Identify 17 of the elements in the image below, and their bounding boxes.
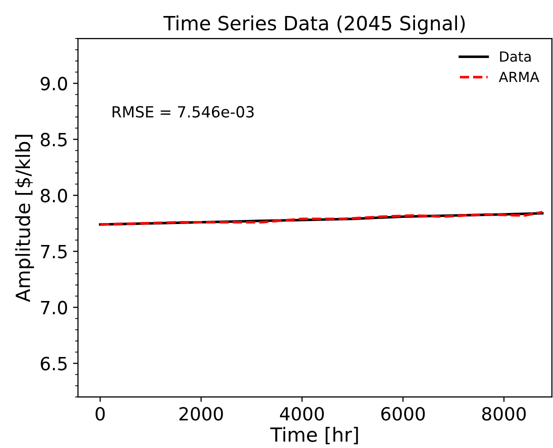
y-tick-label: 8.0 [40, 188, 68, 202]
y-tick-label: 7.0 [41, 300, 68, 314]
y-tick-label: 7.5 [41, 245, 67, 258]
legend-label: ARMA [498, 72, 540, 82]
x-axis-title: Time [hr] [270, 426, 358, 444]
x-tick-label: 6000 [381, 406, 425, 421]
y-axis-title: Amplitude [$/klb] [15, 134, 34, 302]
legend-label: Data [500, 51, 531, 62]
x-tick-label: 2000 [179, 406, 223, 421]
annotation: RMSE = 7.546e-03 [112, 106, 254, 118]
chart-title: Time Series Data (2045 Signal) [163, 15, 465, 34]
y-tick-label: 9.0 [40, 76, 68, 90]
x-tick-label: 4000 [280, 406, 324, 421]
x-tick-label: 8000 [482, 406, 526, 421]
x-tick-label: 0 [96, 406, 105, 421]
y-tick-label: 6.5 [40, 356, 67, 370]
y-tick-label: 8.5 [40, 132, 67, 146]
